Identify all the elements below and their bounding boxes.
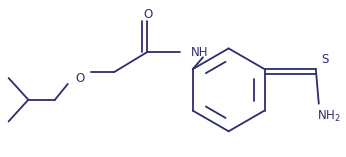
Text: NH$_2$: NH$_2$	[317, 109, 340, 124]
Text: O: O	[143, 8, 152, 21]
Text: NH: NH	[191, 46, 209, 59]
Text: O: O	[75, 71, 84, 84]
Text: S: S	[321, 53, 328, 66]
